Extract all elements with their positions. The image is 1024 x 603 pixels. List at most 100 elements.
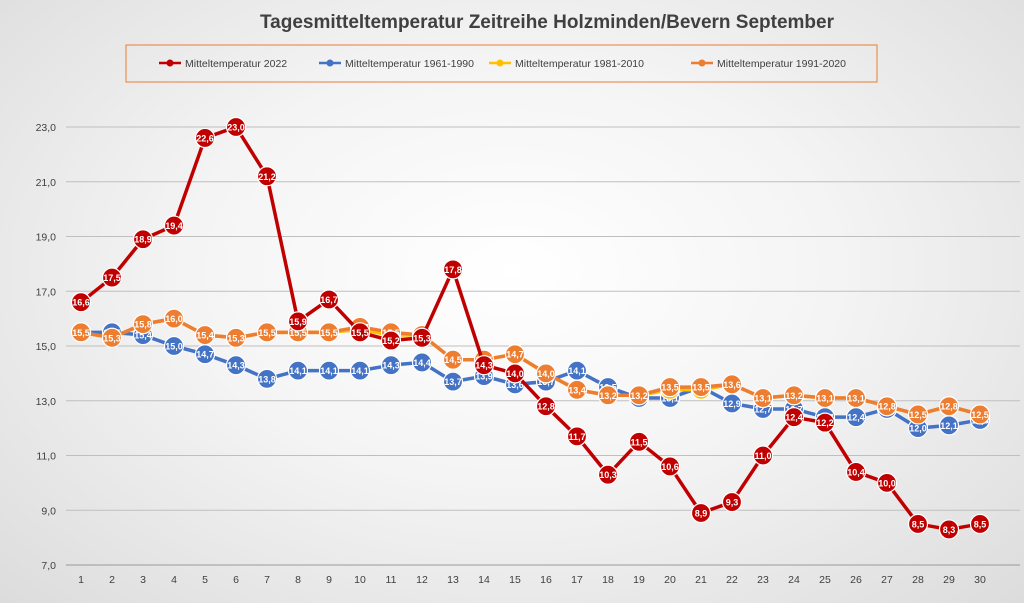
x-tick-label: 5 (202, 574, 208, 586)
x-tick-label: 23 (757, 574, 769, 586)
data-point (256, 166, 278, 187)
series-layer: 15,5 15,5 15,4 15,0 14,7 14,3 13,8 14,1 14,1 14,1… (70, 116, 991, 540)
legend-marker (326, 59, 334, 67)
data-label: 12,9 (723, 399, 741, 409)
legend-label: Mitteltemperatur 1961-1990 (345, 58, 474, 70)
data-point (287, 311, 309, 332)
data-point (318, 360, 340, 381)
data-label: 13,5 (661, 383, 679, 393)
x-tick-label: 30 (974, 574, 986, 586)
data-point (411, 327, 433, 348)
x-tick-label: 10 (354, 574, 366, 586)
x-tick-label: 14 (478, 574, 490, 586)
y-tick-label: 23,0 (36, 122, 57, 134)
series-mitteltemperatur-2022: 16,617,518,919,422,623,021,215,916,715,5… (70, 116, 991, 540)
data-label: 15,2 (382, 336, 400, 346)
data-label: 13,5 (692, 383, 710, 393)
data-label: 15,9 (289, 317, 307, 327)
data-point (907, 404, 929, 425)
data-point (318, 289, 340, 310)
data-point (597, 464, 619, 485)
y-tick-label: 7,0 (41, 560, 56, 572)
x-tick-label: 17 (571, 574, 583, 586)
data-label: 16,7 (320, 295, 338, 305)
x-tick-label: 15 (509, 574, 521, 586)
data-label: 13,2 (599, 391, 617, 401)
y-axis-ticks: 7,0 9,0 11,0 13,0 15,0 17,0 19,0 21,0 23,0 (36, 122, 57, 572)
data-label: 13,1 (754, 394, 772, 404)
data-label: 13,1 (847, 394, 865, 404)
x-tick-label: 2 (109, 574, 115, 586)
y-tick-label: 15,0 (36, 341, 57, 353)
legend-marker (698, 59, 706, 67)
data-label: 10,0 (878, 478, 896, 488)
data-label: 14,5 (444, 355, 462, 365)
data-point (814, 387, 836, 409)
data-point (349, 360, 371, 381)
data-point (442, 349, 464, 370)
data-label: 15,5 (258, 328, 276, 338)
data-label: 14,1 (289, 366, 307, 376)
data-label: 13,8 (258, 374, 276, 384)
data-label: 18,9 (134, 235, 152, 245)
data-label: 13,7 (444, 377, 462, 387)
data-label: 8,5 (974, 519, 987, 529)
data-point (845, 387, 867, 409)
data-point (287, 360, 309, 381)
x-tick-label: 24 (788, 574, 800, 586)
data-point (969, 404, 991, 425)
data-label: 21,2 (258, 172, 276, 182)
data-point (132, 229, 154, 250)
x-tick-label: 22 (726, 574, 738, 586)
x-tick-label: 26 (850, 574, 862, 586)
data-point (163, 308, 185, 329)
data-point (969, 513, 991, 535)
x-tick-label: 21 (695, 574, 707, 586)
data-label: 16,6 (72, 298, 90, 308)
data-label: 12,8 (537, 402, 555, 412)
data-point (535, 363, 557, 384)
y-tick-label: 19,0 (36, 232, 57, 244)
data-label: 12,8 (878, 402, 896, 412)
x-tick-label: 28 (912, 574, 924, 586)
data-point (225, 355, 247, 376)
data-point (721, 491, 743, 513)
data-point (380, 330, 402, 351)
data-point (876, 396, 898, 417)
x-tick-label: 20 (664, 574, 676, 586)
data-label: 14,1 (351, 366, 369, 376)
data-point (101, 327, 123, 348)
data-label: 16,0 (165, 314, 183, 324)
x-tick-label: 13 (447, 574, 459, 586)
data-label: 10,6 (661, 462, 679, 472)
gridlines (66, 126, 1020, 566)
data-point (752, 445, 774, 466)
data-point (783, 407, 805, 428)
data-label: 8,5 (912, 519, 925, 529)
data-label: 15,3 (227, 333, 245, 343)
data-point (256, 368, 278, 389)
data-point (783, 385, 805, 406)
data-label: 12,8 (940, 402, 958, 412)
x-tick-label: 4 (171, 574, 177, 586)
data-label: 10,3 (599, 470, 617, 480)
data-point (876, 472, 898, 493)
data-label: 12,0 (909, 424, 927, 434)
data-label: 14,3 (475, 361, 493, 371)
data-point (380, 355, 402, 376)
data-point (442, 371, 464, 392)
data-point (907, 513, 929, 535)
data-label: 15,5 (351, 328, 369, 338)
data-point (690, 376, 712, 398)
data-point (101, 267, 123, 288)
series-line (80, 316, 981, 417)
data-label: 13,2 (785, 391, 803, 401)
x-tick-label: 9 (326, 574, 332, 586)
data-label: 12,4 (847, 413, 865, 423)
x-tick-label: 7 (264, 574, 270, 586)
data-label: 11,7 (568, 432, 585, 442)
x-tick-label: 18 (602, 574, 614, 586)
data-point (70, 292, 92, 313)
data-label: 10,4 (847, 467, 865, 477)
data-point (845, 461, 867, 483)
